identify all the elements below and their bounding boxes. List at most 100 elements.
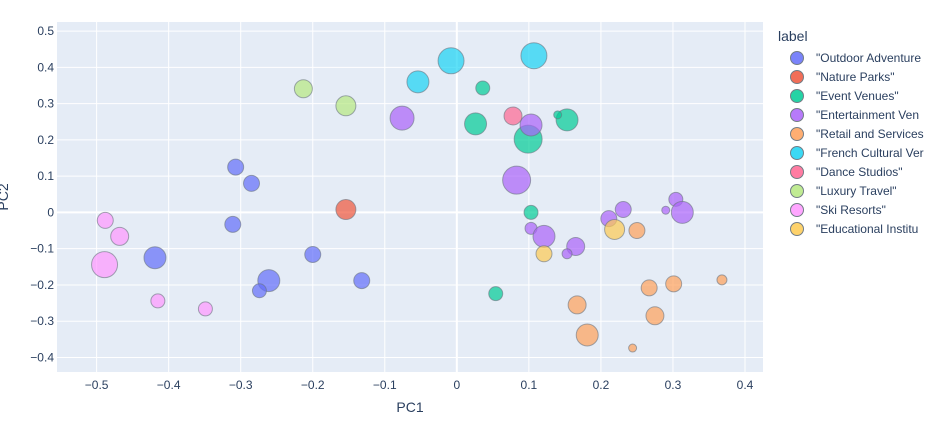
x-tick-labels: −0.5 −0.4 −0.3 −0.2 −0.1 0 0.1 0.2 0.3 0.4 — [85, 378, 754, 392]
data-point[interactable] — [110, 226, 130, 246]
legend-marker-icon — [790, 126, 804, 141]
data-point[interactable] — [389, 105, 415, 131]
data-point[interactable] — [406, 70, 430, 94]
legend-marker-icon — [790, 221, 804, 236]
data-point[interactable] — [716, 274, 728, 286]
data-point[interactable] — [503, 106, 523, 126]
y-tick-label: 0 — [47, 205, 54, 219]
x-tick-label: 0.1 — [521, 378, 538, 392]
data-point[interactable] — [251, 283, 267, 299]
legend-item[interactable]: "Educational Institu — [778, 219, 924, 238]
y-axis-title: PC2 — [0, 183, 11, 210]
data-point[interactable] — [535, 245, 553, 263]
series-8 — [91, 211, 213, 317]
legend-marker-icon — [790, 183, 804, 198]
legend-marker-icon — [790, 50, 804, 65]
legend-item[interactable]: "Dance Studios" — [778, 162, 924, 181]
data-point[interactable] — [197, 301, 213, 317]
y-tick-label: 0.4 — [37, 60, 54, 74]
y-tick-label: −0.3 — [30, 314, 54, 328]
legend-label: "Event Venues" — [816, 88, 899, 103]
data-point[interactable] — [243, 174, 261, 192]
legend-marker-icon — [790, 164, 804, 179]
data-point[interactable] — [628, 343, 638, 353]
data-point[interactable] — [91, 251, 119, 279]
data-point[interactable] — [665, 275, 683, 293]
series-4 — [567, 222, 728, 353]
data-point[interactable] — [604, 218, 626, 240]
data-point[interactable] — [353, 272, 371, 290]
data-point[interactable] — [143, 246, 167, 270]
data-point[interactable] — [437, 47, 465, 75]
data-point[interactable] — [553, 110, 563, 120]
data-point[interactable] — [532, 224, 556, 248]
data-point[interactable] — [640, 279, 658, 297]
data-point[interactable] — [335, 95, 357, 117]
data-point[interactable] — [502, 165, 532, 195]
series-7 — [293, 79, 357, 117]
data-point[interactable] — [628, 222, 646, 240]
series-5 — [406, 42, 548, 94]
legend-marker-icon — [790, 145, 804, 160]
x-axis-title: PC1 — [396, 399, 423, 415]
series-1 — [335, 199, 357, 221]
legend-label: "French Cultural Ver — [816, 145, 924, 160]
data-point[interactable] — [661, 205, 671, 215]
series-0 — [143, 158, 371, 299]
legend-item[interactable]: "French Cultural Ver — [778, 143, 924, 162]
data-point[interactable] — [670, 200, 694, 224]
legend-marker-icon — [790, 202, 804, 217]
data-point[interactable] — [520, 42, 548, 70]
gridlines — [57, 22, 763, 372]
data-point[interactable] — [96, 211, 114, 229]
x-tick-label: 0 — [453, 378, 460, 392]
legend-marker-icon — [790, 107, 804, 122]
legend: label "Outdoor Adventure "Nature Parks" "E… — [778, 28, 924, 238]
x-tick-label: −0.4 — [157, 378, 181, 392]
legend-item[interactable]: "Ski Resorts" — [778, 200, 924, 219]
legend-item[interactable]: "Entertainment Ven — [778, 105, 924, 124]
legend-item[interactable]: "Event Venues" — [778, 86, 924, 105]
x-tick-label: −0.2 — [301, 378, 325, 392]
data-point[interactable] — [567, 295, 587, 315]
legend-label: "Luxury Travel" — [816, 183, 897, 198]
y-tick-label: 0.3 — [37, 97, 54, 111]
legend-label: "Outdoor Adventure — [816, 50, 921, 65]
data-point[interactable] — [335, 199, 357, 221]
data-point[interactable] — [575, 323, 599, 347]
y-tick-label: 0.2 — [37, 133, 54, 147]
legend-item[interactable]: "Luxury Travel" — [778, 181, 924, 200]
data-points — [91, 42, 728, 353]
legend-label: "Entertainment Ven — [816, 107, 919, 122]
series-6 — [503, 106, 523, 126]
data-point[interactable] — [475, 80, 491, 96]
legend-marker-icon — [790, 69, 804, 84]
legend-marker-icon — [790, 88, 804, 103]
legend-item[interactable]: "Retail and Services — [778, 124, 924, 143]
data-point[interactable] — [614, 201, 632, 219]
data-point[interactable] — [304, 245, 322, 263]
data-point[interactable] — [561, 248, 573, 260]
data-point[interactable] — [519, 113, 543, 137]
legend-label: "Ski Resorts" — [816, 202, 886, 217]
data-point[interactable] — [488, 286, 504, 302]
y-tick-label: 0.5 — [37, 24, 54, 38]
legend-item[interactable]: "Nature Parks" — [778, 67, 924, 86]
data-point[interactable] — [150, 293, 166, 309]
y-tick-label: −0.4 — [30, 350, 54, 364]
data-point[interactable] — [224, 215, 242, 233]
data-point[interactable] — [645, 306, 665, 326]
legend-title: label — [778, 28, 808, 44]
legend-item[interactable]: "Outdoor Adventure — [778, 48, 924, 67]
x-tick-label: −0.5 — [85, 378, 109, 392]
x-tick-label: −0.3 — [229, 378, 253, 392]
x-tick-label: 0.3 — [665, 378, 682, 392]
data-point[interactable] — [227, 158, 245, 176]
data-point[interactable] — [523, 204, 539, 220]
data-point[interactable] — [464, 112, 488, 136]
y-tick-labels: −0.4 −0.3 −0.2 −0.1 0 0.1 0.2 0.3 0.4 0.5 — [30, 24, 54, 364]
series-9 — [535, 218, 626, 263]
data-point[interactable] — [293, 79, 313, 99]
